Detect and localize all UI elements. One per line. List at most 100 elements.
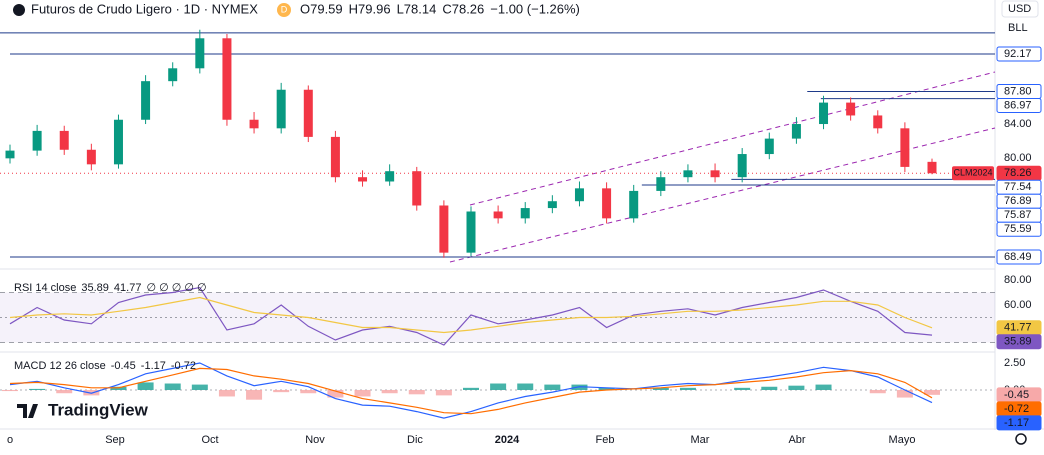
ohlc-value: C78.26	[442, 1, 484, 16]
macd-value-label: -1.17	[1004, 417, 1029, 429]
macd-histogram-bar	[652, 387, 669, 390]
candle-body	[276, 89, 286, 129]
x-tick-label: Oct	[201, 434, 218, 446]
macd-histogram-bar	[218, 389, 235, 397]
macd-histogram-bar	[761, 386, 778, 390]
x-tick-label: Abr	[788, 434, 805, 446]
candle-body	[520, 208, 530, 219]
rsi-value-label: 35.89	[1004, 336, 1032, 348]
badge[interactable]	[277, 3, 291, 17]
macd-histogram-bar	[924, 389, 940, 395]
macd-histogram-bar	[815, 384, 832, 390]
currency: USD	[1008, 3, 1031, 15]
candle-body	[493, 211, 503, 219]
rsi-value-label: 41.77	[1004, 322, 1032, 334]
unit: BLL	[1008, 22, 1028, 34]
macd-line	[9, 367, 933, 415]
macd-histogram-bar	[734, 387, 751, 390]
x-tick-label: Mar	[691, 434, 710, 446]
x-tick-label: 2024	[495, 434, 520, 446]
macd-histogram-bar	[164, 383, 181, 390]
candle-body	[846, 102, 856, 116]
candle-body	[385, 171, 395, 182]
level-label-box	[996, 97, 1042, 113]
macd-histogram-bar	[490, 383, 507, 390]
macd-value-label-box	[996, 415, 1042, 431]
level-label: 77.54	[1004, 181, 1032, 193]
symbol-title[interactable]: Futuros de Crudo Ligero · 1D · NYMEX	[31, 1, 258, 16]
macd-histogram-bar	[354, 389, 371, 397]
candle-body	[683, 170, 693, 178]
x-tick-label: o	[7, 434, 13, 446]
macd-legend-value: -0.45	[111, 360, 136, 372]
candle-body	[86, 149, 96, 165]
candle-body	[222, 38, 232, 120]
macd-histogram-bar	[679, 387, 696, 390]
macd-value-label: -0.72	[1004, 403, 1029, 415]
y-tick-label: 84.00	[1004, 118, 1032, 130]
level-label: 87.80	[1004, 85, 1032, 97]
level-label: 76.89	[1004, 195, 1032, 207]
candle-body	[764, 138, 774, 155]
macd-histogram-bar	[435, 389, 452, 396]
symbol-icon[interactable]	[13, 4, 25, 16]
candle-body	[439, 205, 449, 253]
x-tick-label: Dic	[407, 434, 423, 446]
ohlc-value: L78.14	[397, 1, 437, 16]
candle-body	[5, 150, 15, 159]
x-tick-label: Feb	[596, 434, 615, 446]
macd-legend-value: -0.72	[171, 360, 196, 372]
x-tick-label: Sep	[105, 434, 125, 446]
candle-body	[412, 171, 422, 206]
candle-body	[195, 38, 205, 69]
currency-button[interactable]	[1001, 0, 1039, 18]
macd-histogram-bar	[381, 389, 398, 394]
candle-body	[602, 188, 612, 219]
y-tick-label: 80.00	[1004, 152, 1032, 164]
candle-body	[303, 89, 313, 137]
candle-body	[900, 128, 910, 167]
x-tick-label: Nov	[305, 434, 325, 446]
level-label: 92.17	[1004, 48, 1032, 60]
candle-body	[330, 136, 340, 178]
y-tick-label: 80.00	[1004, 274, 1032, 286]
level-label: 68.49	[1004, 251, 1032, 263]
logo-mark	[17, 404, 38, 418]
macd-histogram-bar	[137, 382, 154, 390]
macd-histogram-bar	[869, 389, 886, 394]
x-tick-label: Mayo	[889, 434, 916, 446]
ohlc-value: O79.59	[300, 1, 343, 16]
macd-histogram-bar	[29, 388, 46, 390]
candle-body	[629, 190, 639, 219]
macd-line	[9, 362, 933, 419]
candle-body	[168, 68, 178, 82]
candle-body	[791, 124, 801, 139]
y-tick-label: 60.00	[1004, 299, 1032, 311]
macd-histogram-bar	[2, 389, 18, 392]
rsi-line	[9, 286, 933, 346]
y-tick-label: 2.50	[1004, 357, 1025, 369]
rsi-legend-value: 35.89	[81, 282, 109, 294]
settings-icon[interactable]	[1015, 433, 1027, 445]
macd-histogram-bar	[408, 389, 425, 395]
candle-body	[710, 170, 720, 178]
last-price-label: 78.26	[1004, 167, 1032, 179]
ohlc-value: H79.96	[349, 1, 391, 16]
macd-histogram-bar	[896, 389, 913, 398]
macd-legend-value: -1.17	[141, 360, 166, 372]
candle-body	[141, 81, 151, 120]
candle-body	[358, 177, 368, 182]
channel-lower	[449, 127, 996, 263]
level-label: 75.87	[1004, 209, 1032, 221]
rsi-value-label-box	[996, 334, 1042, 350]
level-label: 75.59	[1004, 223, 1032, 235]
candle-body	[656, 177, 666, 191]
logo: TradingView	[48, 400, 149, 419]
macd-histogram-bar	[598, 387, 615, 390]
badge-text: D	[281, 4, 288, 14]
candle-body	[574, 188, 584, 202]
macd-histogram-bar	[300, 389, 317, 394]
rsi-legend-value: 41.77	[114, 282, 142, 294]
macd-title: MACD 12 26 close	[14, 360, 106, 372]
